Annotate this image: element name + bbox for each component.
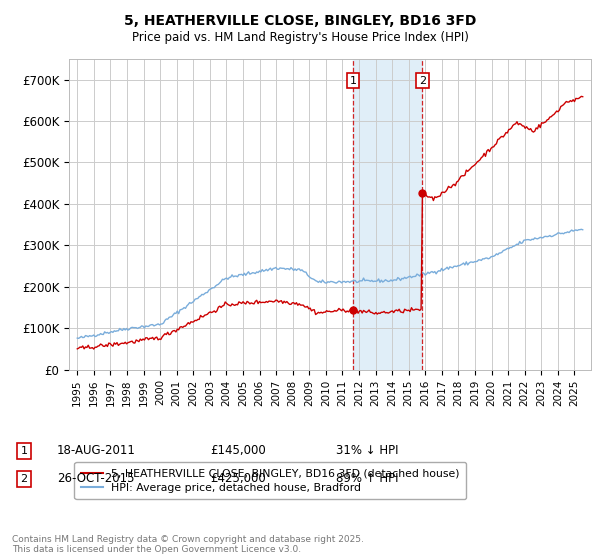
Bar — [353, 59, 422, 370]
Text: 2: 2 — [419, 76, 426, 86]
Text: 2: 2 — [20, 474, 28, 484]
Text: 31% ↓ HPI: 31% ↓ HPI — [336, 444, 398, 458]
Text: £145,000: £145,000 — [210, 444, 266, 458]
Text: 18-AUG-2011: 18-AUG-2011 — [57, 444, 136, 458]
Text: 1: 1 — [349, 76, 356, 86]
Text: 89% ↑ HPI: 89% ↑ HPI — [336, 472, 398, 486]
Text: 1: 1 — [20, 446, 28, 456]
Text: 26-OCT-2015: 26-OCT-2015 — [57, 472, 134, 486]
Text: Price paid vs. HM Land Registry's House Price Index (HPI): Price paid vs. HM Land Registry's House … — [131, 31, 469, 44]
Text: £425,000: £425,000 — [210, 472, 266, 486]
Legend: 5, HEATHERVILLE CLOSE, BINGLEY, BD16 3FD (detached house), HPI: Average price, d: 5, HEATHERVILLE CLOSE, BINGLEY, BD16 3FD… — [74, 462, 466, 500]
Text: 5, HEATHERVILLE CLOSE, BINGLEY, BD16 3FD: 5, HEATHERVILLE CLOSE, BINGLEY, BD16 3FD — [124, 14, 476, 28]
Text: Contains HM Land Registry data © Crown copyright and database right 2025.
This d: Contains HM Land Registry data © Crown c… — [12, 535, 364, 554]
